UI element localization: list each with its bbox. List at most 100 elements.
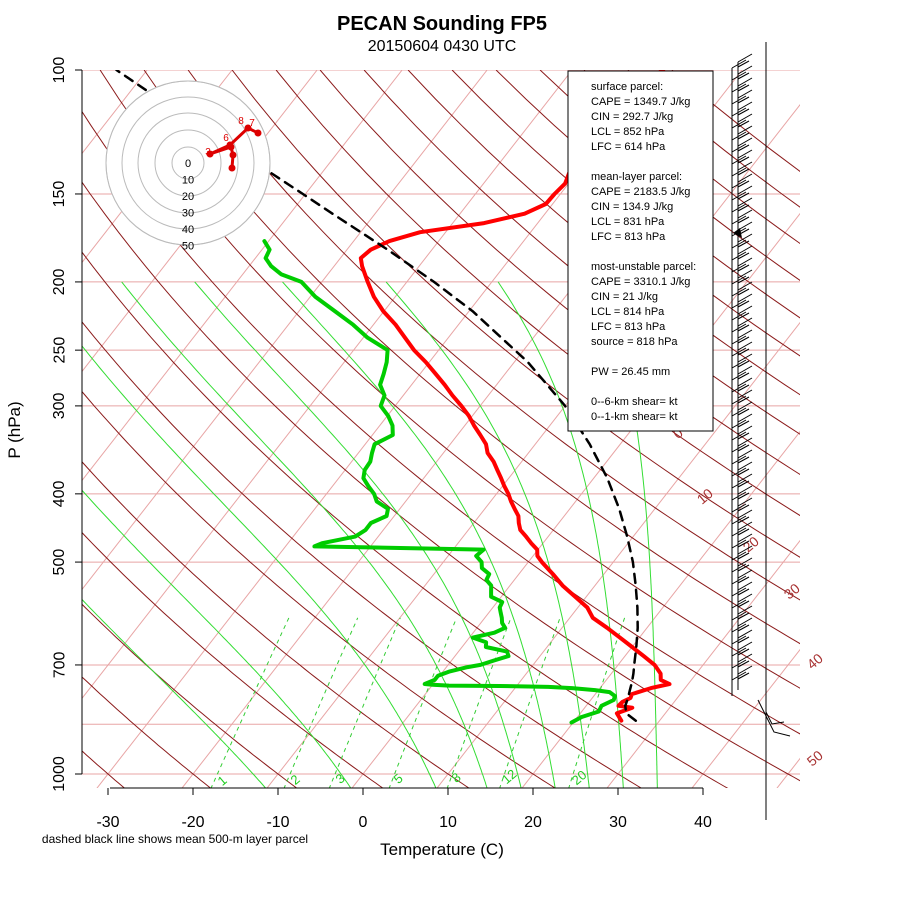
wind-barb-feather [737,617,753,627]
info-box-line: CIN = 292.7 J/kg [591,111,673,123]
wind-barb-feather [737,65,753,75]
dry-adiabat-line [99,70,800,689]
wind-barb-feather [731,575,747,585]
isotherm-line [96,70,658,788]
wind-barb-feather [737,377,753,387]
wind-barb-feather [737,305,753,315]
wind-barb-feather [737,132,750,140]
mixing-ratio-label: 5 [391,770,406,786]
wind-barb-feather [731,131,747,141]
hodograph-ring-label: 40 [182,224,194,236]
info-box-line: LCL = 831 hPa [591,216,665,228]
wind-barb-feather [731,455,747,465]
wind-barb-feather [737,348,750,356]
wind-barb-feather [731,299,747,309]
wind-barb-feather [737,437,753,447]
info-box-line: CIN = 134.9 J/kg [591,201,673,213]
wind-barb-column [731,42,791,820]
wind-barb-feather [737,84,750,92]
moist-adiabat-line [385,281,590,788]
wind-barb-feather [737,72,750,80]
wind-barb-feather [737,192,750,200]
wind-barb-feather [731,467,747,477]
dry-adiabat-line [82,110,800,735]
wind-barb-feather [731,275,747,285]
y-tick-label: 500 [51,549,68,576]
dewpoint-series-line [262,239,617,725]
wind-barb-feather [737,516,750,524]
mixing-ratio-line [328,617,401,788]
wind-barb-feather [737,257,753,267]
wind-barb-feather [731,203,747,213]
parcel-series-line [115,70,639,722]
moist-adiabat-line [82,345,437,788]
wind-barb-feather [737,449,753,459]
wind-barb-feather [731,503,747,513]
axis-layer: -30 -20 -10 0 10 20 30 401001502002503004005007… [51,57,826,831]
hodograph-point-label: 6 [223,133,229,144]
wind-barb-feather [731,251,747,261]
isotherm-label: 40 [804,650,826,672]
wind-barb-feather [731,623,747,633]
wind-barb-feather [737,564,750,572]
moist-adiabat-line [82,489,352,788]
isotherm-line [606,539,800,788]
wind-barb-feather [737,413,753,423]
x-axis-label: Temperature (C) [380,840,504,859]
hodograph-point [226,141,234,149]
wind-barb-feather [731,371,747,381]
hodograph-ring-label: 20 [182,191,194,203]
wind-barb-feather [737,468,750,476]
wind-barb-feather [737,540,750,548]
wind-barb-feather [737,420,750,428]
wind-barb-feather [737,444,750,452]
wind-barb-feather [737,492,750,500]
wind-barb-feather [737,504,750,512]
wind-barb-feather [737,641,753,651]
wind-barb-feather [737,324,750,332]
wind-barb-feather [731,263,747,273]
wind-barb-feather [731,395,747,405]
y-tick-label: 250 [51,337,68,364]
info-box-line: CAPE = 1349.7 J/kg [591,96,690,108]
wind-barb-feather [737,588,750,596]
hodograph-ring [105,80,271,246]
hodograph-point-label: 7 [249,118,255,129]
wind-barb-feather [731,587,747,597]
wind-barb-feather [737,384,750,392]
wind-barb-feather [731,215,747,225]
wind-barb-feather [737,456,750,464]
wind-barb-feather [737,209,753,219]
info-box-line: most-unstable parcel: [591,261,696,273]
wind-barb-feather [731,611,747,621]
wind-barb-feather [737,269,753,279]
wind-barb-feather [737,245,753,255]
dry-adiabat-line [82,251,729,788]
wind-barb-feather [737,197,753,207]
temperature-series-line [358,70,672,723]
moist-adiabat-line [82,598,267,788]
y-tick-label: 100 [51,57,68,84]
isotherm-line [82,70,488,591]
wind-barb-feather [737,605,753,615]
wind-barb-feather [737,545,753,555]
wind-barb-feather [737,365,753,375]
wind-barb-feather [731,551,747,561]
wind-barb-feather [731,95,747,105]
info-box-line: LCL = 852 hPa [591,126,665,138]
wind-barb-feather [737,144,750,152]
dry-adiabat-line [82,181,800,782]
isotherm-label: 30 [781,580,803,602]
y-axis-label: P (hPa) [5,401,24,458]
chart-subtitle: 20150604 0430 UTC [368,38,517,55]
mixing-ratio-line [210,617,290,788]
wind-barb-feather [731,59,747,69]
wind-barb-feather [737,629,753,639]
wind-barb [757,699,791,737]
wind-barb-feather [731,599,747,609]
info-box-line: LFC = 614 hPa [591,141,666,153]
x-tick-label: 10 [439,814,457,831]
dry-adiabat-line [231,70,800,558]
y-tick-label: 150 [51,181,68,208]
wind-barb-feather [731,383,747,393]
